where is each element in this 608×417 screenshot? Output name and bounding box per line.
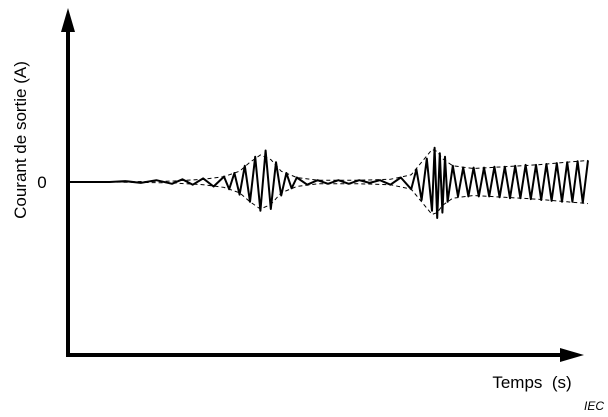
y-tick-labels: 0 [37,173,46,192]
iec-watermark: IEC [584,399,604,413]
y-axis-arrowhead [61,8,75,32]
upper-envelope-line [109,149,589,183]
series-group [68,146,589,219]
lower-envelope-line [109,181,589,215]
x-axis-arrowhead [560,348,584,362]
y-axis-label: Courant de sortie (A) [11,61,30,219]
x-axis-label: Temps (s) [492,373,571,392]
axes [61,8,584,362]
output-current-trace [68,146,589,219]
y-tick-label: 0 [37,173,46,192]
